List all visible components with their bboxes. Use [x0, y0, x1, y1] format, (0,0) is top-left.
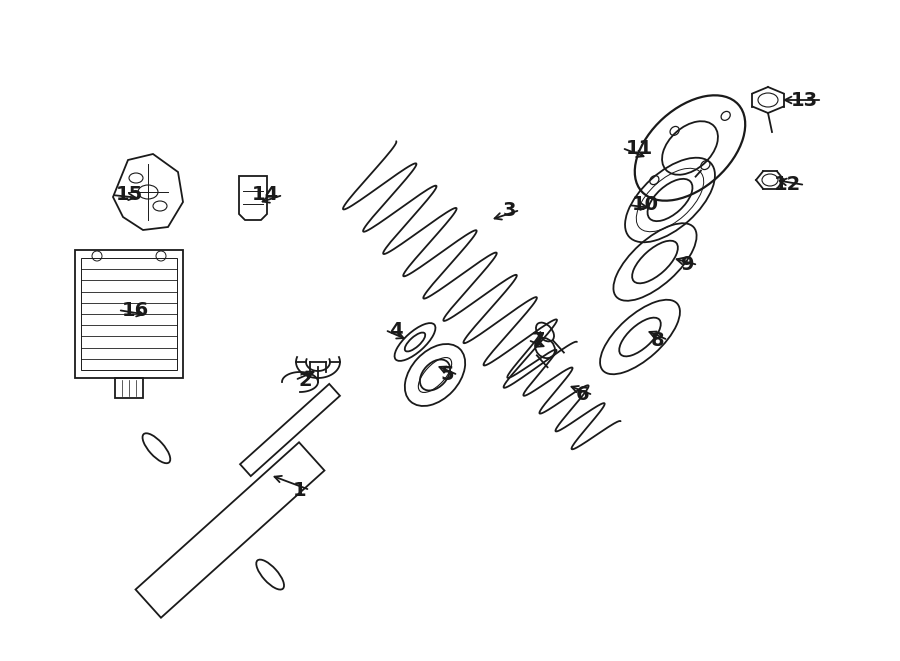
- Bar: [115, 378, 143, 398]
- Bar: [81, 258, 177, 370]
- Text: 10: 10: [632, 196, 659, 215]
- Text: 12: 12: [774, 176, 801, 194]
- Text: 1: 1: [292, 481, 306, 500]
- Text: 2: 2: [299, 371, 312, 389]
- Bar: [75, 250, 183, 378]
- Text: 7: 7: [532, 330, 545, 350]
- Text: 16: 16: [122, 301, 149, 319]
- Text: 6: 6: [575, 385, 589, 405]
- Text: 5: 5: [440, 366, 454, 385]
- Text: 15: 15: [116, 186, 143, 204]
- Text: 4: 4: [389, 321, 402, 340]
- Text: 11: 11: [626, 139, 653, 157]
- Text: 13: 13: [791, 91, 818, 110]
- Text: 8: 8: [651, 330, 664, 350]
- Text: 3: 3: [502, 200, 516, 219]
- Text: 9: 9: [680, 256, 694, 274]
- Text: 14: 14: [252, 186, 279, 204]
